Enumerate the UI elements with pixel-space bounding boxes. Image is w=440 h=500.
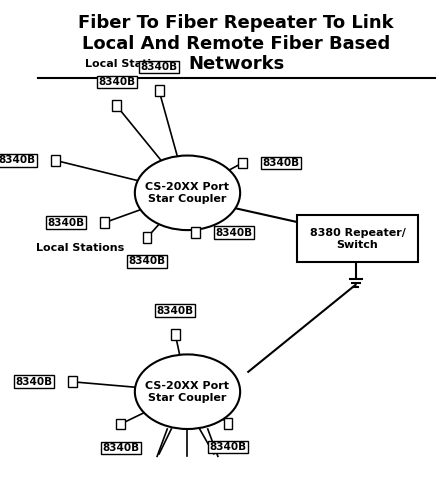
Bar	[238, 158, 247, 168]
Bar	[191, 227, 200, 238]
Text: Local Stations: Local Stations	[36, 242, 124, 252]
Bar	[68, 376, 77, 387]
Bar	[51, 155, 60, 166]
Bar	[143, 232, 151, 243]
Text: 8340B: 8340B	[0, 156, 36, 166]
Text: 8340B: 8340B	[157, 306, 194, 316]
Bar	[224, 418, 232, 428]
Text: 8340B: 8340B	[48, 218, 84, 228]
Ellipse shape	[135, 354, 240, 429]
Bar	[100, 217, 109, 228]
Text: 8340B: 8340B	[128, 256, 165, 266]
Bar	[297, 215, 418, 262]
Text: 8340B: 8340B	[209, 442, 246, 452]
Bar	[112, 100, 121, 112]
Bar	[171, 329, 180, 340]
Text: 8340B: 8340B	[15, 377, 52, 387]
Bar	[116, 418, 125, 430]
Text: CS-20XX Port
Star Coupler: CS-20XX Port Star Coupler	[146, 182, 230, 204]
Ellipse shape	[135, 156, 240, 230]
Text: 8340B: 8340B	[216, 228, 253, 237]
Text: 8340B: 8340B	[102, 443, 139, 453]
Text: CS-20XX Port
Star Coupler: CS-20XX Port Star Coupler	[146, 381, 230, 402]
Text: 8380 Repeater/
Switch: 8380 Repeater/ Switch	[310, 228, 406, 250]
Text: Fiber To Fiber Repeater To Link
Local And Remote Fiber Based
Networks: Fiber To Fiber Repeater To Link Local An…	[78, 14, 394, 74]
Text: Local Stations: Local Stations	[84, 58, 173, 68]
Text: 8340B: 8340B	[141, 62, 178, 72]
Text: 8340B: 8340B	[262, 158, 299, 168]
Text: 8340B: 8340B	[98, 77, 135, 87]
Bar	[155, 86, 164, 96]
